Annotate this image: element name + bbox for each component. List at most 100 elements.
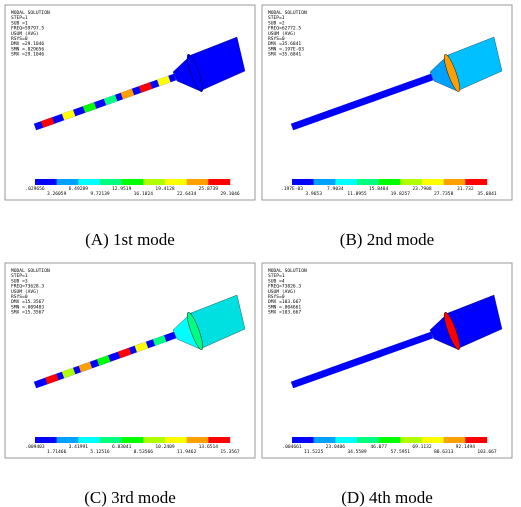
colorbar-label: 15.8484 <box>369 186 389 192</box>
colorbar-segment <box>314 437 336 443</box>
colorbar-label: .009403 <box>25 444 45 450</box>
colorbar-segment <box>314 179 336 185</box>
header-line: USUM (AVG) <box>268 31 296 37</box>
header-line: FREQ=62772.5 <box>268 26 301 32</box>
colorbar-label: 25.8739 <box>199 186 219 192</box>
header-line: DMX =29.1046 <box>11 41 44 47</box>
colorbar-segment <box>335 179 357 185</box>
colorbar-segment <box>165 437 187 443</box>
header-line: SUB =2 <box>268 20 285 26</box>
colorbar-label: 1.71466 <box>47 449 67 455</box>
colorbar-segment <box>208 437 230 443</box>
colorbar-label: 11.9462 <box>177 449 197 455</box>
header-line: MODAL SOLUTION <box>268 268 307 274</box>
colorbar-label: 34.5589 <box>347 449 367 455</box>
figure: MODAL SOLUTIONSTEP=1SUB =1FREQ=59797.5US… <box>0 0 521 507</box>
colorbar-segment <box>444 179 466 185</box>
colorbar-segment <box>187 437 209 443</box>
colorbar-label: 46.077 <box>370 444 387 450</box>
panel-frame <box>5 263 255 458</box>
colorbar-label: 3.9653 <box>305 191 322 197</box>
colorbar-label: 29.1046 <box>220 191 240 197</box>
colorbar-label: 23.7908 <box>412 186 432 192</box>
colorbar-label: 57.5951 <box>391 449 411 455</box>
header-line: SMN =.004661 <box>268 304 301 310</box>
header-line: RSYS=0 <box>11 36 28 42</box>
rod-stripe <box>105 98 116 102</box>
colorbar-label: 22.6434 <box>177 191 197 197</box>
rod-stripe <box>119 351 130 355</box>
colorbar-segment <box>357 437 379 443</box>
colorbar-label: 5.12516 <box>90 449 110 455</box>
header-line: DMX =103.667 <box>268 299 301 305</box>
rod-stripe <box>158 79 169 83</box>
header-line: MODAL SOLUTION <box>11 10 50 16</box>
colorbar-label: 8.53566 <box>134 449 154 455</box>
header-line: SUB =3 <box>11 278 28 284</box>
colorbar-segment <box>400 437 422 443</box>
caption: (C) 3rd mode <box>84 488 176 507</box>
colorbar-label: .004661 <box>282 444 302 450</box>
header-line: SMX =35.6841 <box>268 52 301 58</box>
colorbar-segment <box>122 179 144 185</box>
colorbar-label: 15.3567 <box>220 449 240 455</box>
colorbar-label: 3.41991 <box>69 444 89 450</box>
header-line: USUM (AVG) <box>268 289 296 295</box>
colorbar-label: 27.7358 <box>434 191 454 197</box>
colorbar-label: 13.6514 <box>199 444 219 450</box>
colorbar-segment <box>422 179 444 185</box>
panel-frame <box>262 263 512 458</box>
panel-frame <box>262 5 512 200</box>
colorbar-segment <box>444 437 466 443</box>
colorbar-segment <box>465 179 487 185</box>
colorbar-label: 11.5225 <box>304 449 324 455</box>
colorbar-segment <box>187 179 209 185</box>
header-line: SUB =1 <box>11 20 28 26</box>
colorbar-label: 31.732 <box>457 186 474 192</box>
colorbar-segment <box>292 179 314 185</box>
colorbar-segment <box>335 437 357 443</box>
colorbar-segment <box>100 437 122 443</box>
colorbar-segment <box>400 179 422 185</box>
rod-stripe <box>63 113 74 117</box>
header-line: SMN =.197E-03 <box>268 46 304 52</box>
colorbar-segment <box>379 437 401 443</box>
colorbar-label: 11.8955 <box>347 191 367 197</box>
colorbar-segment <box>122 437 144 443</box>
colorbar-label: 23.0406 <box>326 444 346 450</box>
colorbar-label: 6.49289 <box>69 186 89 192</box>
colorbar-segment <box>35 179 57 185</box>
rod-stripe <box>84 106 95 110</box>
rod-stripe <box>80 365 91 369</box>
colorbar-segment <box>35 437 57 443</box>
rod-stripe <box>136 345 147 349</box>
colorbar-label: 16.1824 <box>134 191 154 197</box>
colorbar-segment <box>422 437 444 443</box>
header-line: SMX =29.1046 <box>11 52 44 58</box>
colorbar-label: 10.2409 <box>155 444 175 450</box>
colorbar-segment <box>100 179 122 185</box>
header-line: STEP=1 <box>11 15 28 21</box>
colorbar-label: 19.8257 <box>391 191 411 197</box>
rod-stripe <box>98 359 109 363</box>
colorbar-label: 3.26059 <box>47 191 67 197</box>
colorbar-segment <box>143 437 165 443</box>
colorbar-segment <box>78 179 100 185</box>
header-line: MODAL SOLUTION <box>11 268 50 274</box>
rod-stripe <box>122 92 133 96</box>
header-line: SMN =.029656 <box>11 46 44 52</box>
caption: (D) 4th mode <box>341 488 433 507</box>
colorbar-segment <box>143 179 165 185</box>
colorbar-segment <box>57 437 79 443</box>
colorbar-label: 103.667 <box>477 449 497 455</box>
panel-frame <box>5 5 255 200</box>
header-line: MODAL SOLUTION <box>268 10 307 16</box>
colorbar-segment <box>165 179 187 185</box>
rod-stripe <box>42 121 53 125</box>
colorbar-segment <box>292 437 314 443</box>
colorbar-label: 69.1132 <box>412 444 432 450</box>
panel: MODAL SOLUTIONSTEP=1SUB =4FREQ=73826.3US… <box>262 263 512 458</box>
colorbar-label: 19.4128 <box>155 186 175 192</box>
colorbar-label: 92.1494 <box>456 444 476 450</box>
